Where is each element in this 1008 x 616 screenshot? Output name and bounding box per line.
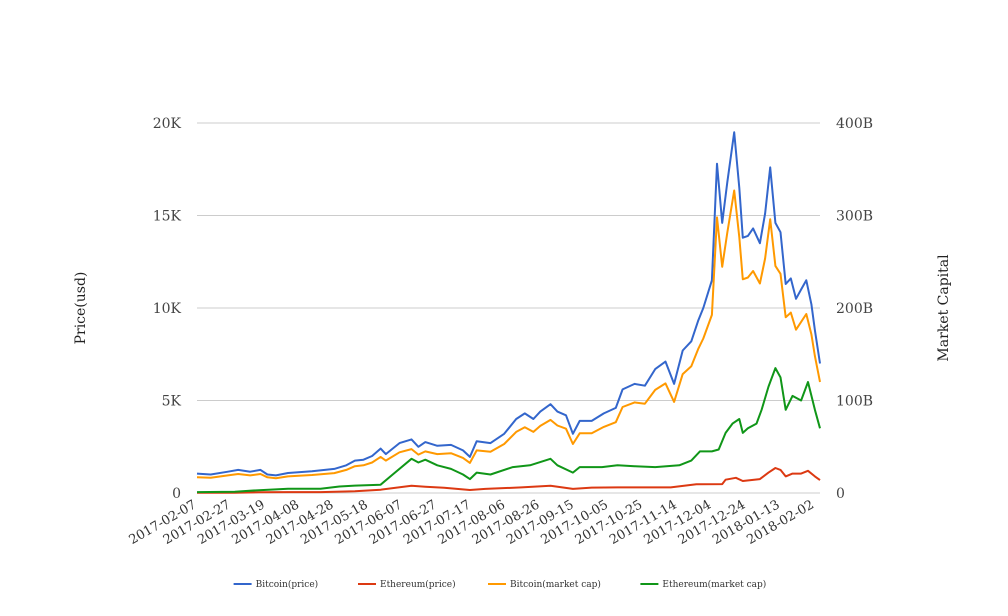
y-axis-left: 0 5K 10K 15K 20K [153,116,182,502]
series-line-ethereum-market-cap [196,367,821,494]
y-left-tick-label: 10K [153,301,182,317]
y-right-tick-label: 100B [836,394,873,410]
legend-label: Bitcoin(market cap) [510,579,601,590]
gridlines [197,122,820,494]
y-right-tick-label: 400B [836,116,873,132]
legend-label: Ethereum(price) [380,579,456,590]
y-left-tick-label: 20K [153,116,182,132]
y-left-tick-label: 0 [172,486,181,502]
y-axis-right-title: Market Capital [936,254,952,362]
legend-label: Bitcoin(price) [256,579,319,590]
series-line-bitcoin-market-cap [196,189,821,480]
y-left-tick-label: 15K [153,209,182,225]
y-left-tick-label: 5K [162,394,182,410]
series-line-bitcoin-price [196,131,821,477]
y-right-tick-label: 300B [836,209,873,225]
series-line-ethereum-price [196,467,821,494]
y-axis-left-title: Price(usd) [73,272,89,345]
legend: Bitcoin(price) Ethereum(price) Bitcoin(mar… [233,579,766,590]
y-right-tick-label: 200B [836,301,873,317]
y-axis-right: 0 100B 200B 300B 400B [836,116,873,502]
legend-label: Ethereum(market cap) [662,579,766,590]
x-axis: 2017-02-072017-02-272017-03-192017-04-08… [127,497,817,547]
series-lines [196,131,821,494]
y-right-tick-label: 0 [836,486,845,502]
